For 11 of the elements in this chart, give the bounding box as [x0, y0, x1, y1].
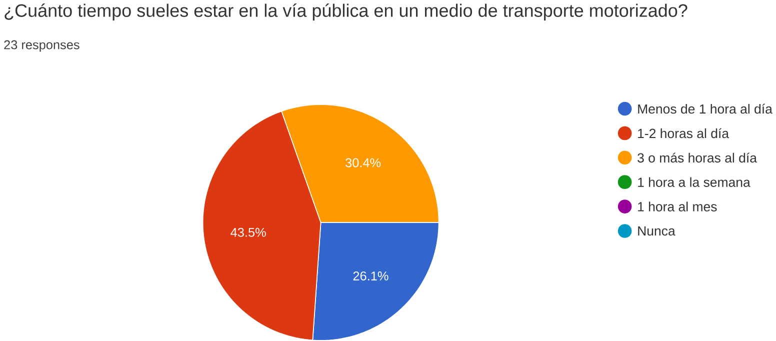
legend-label: 3 o más horas al día — [638, 152, 757, 163]
legend-label: 1-2 horas al día — [638, 128, 730, 138]
legend-label: 1 hora al mes — [638, 202, 717, 212]
data-label: 30.4% — [346, 158, 381, 168]
data-label: 43.5% — [230, 228, 266, 237]
legend-label: Nunca — [638, 226, 676, 236]
chart-title: ¿Cuánto tiempo sueles estar en la vía pública en un medio de transporte motorizado? — [4, 4, 688, 21]
legend-label: 1 hora a la semana — [638, 177, 750, 187]
text: 23 responses — [4, 40, 80, 52]
legend-label: Menos de 1 hora al día — [638, 104, 772, 114]
data-label: 26.1% — [353, 272, 388, 281]
